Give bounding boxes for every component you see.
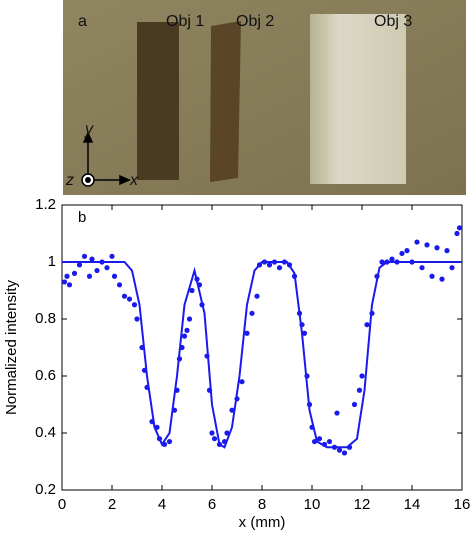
data-point: [111, 273, 118, 279]
data-point: [76, 262, 83, 268]
data-point: [429, 273, 435, 279]
data-point: [351, 401, 358, 408]
x-tick-label: 8: [258, 496, 266, 513]
data-point: [434, 245, 440, 251]
data-point: [424, 242, 430, 248]
data-point: [186, 316, 193, 322]
object-1: [137, 22, 179, 180]
data-point: [86, 273, 93, 279]
x-tick-label: 16: [454, 496, 471, 513]
x-tick-label: 0: [58, 496, 66, 513]
axis-indicator-label: y: [84, 121, 94, 138]
data-point: [61, 279, 68, 285]
x-tick-label: 14: [404, 496, 421, 513]
data-point: [449, 265, 455, 271]
y-tick-label: 0.4: [35, 424, 56, 441]
data-point: [249, 310, 255, 316]
y-axis-label: Normalized intensity: [3, 279, 20, 415]
data-point: [356, 387, 363, 393]
data-point: [121, 293, 128, 299]
data-point: [134, 316, 140, 322]
data-point: [439, 276, 445, 282]
object-3: [310, 14, 406, 184]
plot: 0.2 0.4 0.6 0.8 1 1.2 0 2 4 6 8 10 12 14 16 x (mm) Norma…: [3, 196, 470, 531]
data-point: [64, 273, 70, 279]
data-point: [336, 447, 343, 453]
data-point: [239, 379, 245, 385]
data-point: [116, 282, 123, 288]
y-tick-label: 1: [48, 253, 56, 270]
object-2: [210, 21, 241, 182]
data-point: [104, 265, 110, 271]
object-label: Obj 3: [374, 13, 412, 30]
data-point: [81, 253, 88, 259]
data-point: [316, 436, 323, 442]
data-point: [301, 330, 308, 336]
data-point: [181, 333, 188, 339]
data-point: [209, 430, 215, 436]
y-tick-label: 0.8: [35, 310, 56, 327]
data-point: [254, 293, 260, 299]
data-point: [326, 438, 333, 445]
data-point: [359, 373, 365, 379]
data-point: [389, 256, 395, 262]
data-point: [334, 410, 340, 416]
x-tick-label: 4: [158, 496, 166, 513]
data-point: [266, 262, 273, 268]
data-point: [71, 270, 78, 276]
axis-indicator-label: z: [65, 172, 74, 189]
object-label: Obj 1: [166, 13, 204, 30]
data-point: [444, 248, 450, 254]
data-point: [341, 450, 348, 456]
data-point: [454, 230, 460, 237]
panel-label: b: [78, 209, 86, 226]
x-tick-label: 2: [108, 496, 116, 513]
x-tick-label: 12: [354, 496, 371, 513]
panel-label: a: [78, 13, 87, 30]
y-tick-label: 1.2: [35, 196, 56, 213]
x-tick-label: 10: [304, 496, 321, 513]
data-point: [224, 430, 230, 436]
x-axis-label: x (mm): [239, 514, 286, 531]
x-tick-label: 6: [208, 496, 216, 513]
data-point: [89, 256, 95, 262]
data-point: [244, 330, 250, 336]
data-point: [399, 250, 405, 257]
data-point: [364, 322, 370, 328]
data-point: [414, 239, 420, 245]
data-point: [211, 436, 218, 442]
data-point: [419, 265, 425, 271]
y-tick-label: 0.2: [35, 481, 56, 498]
data-point: [66, 282, 73, 288]
data-point: [166, 438, 173, 445]
data-point: [131, 302, 138, 308]
photo-panel: a Obj 1 Obj 2 Obj 3 y z x: [63, 0, 466, 195]
axis-indicator-label: x: [129, 172, 139, 189]
object-label: Obj 2: [236, 13, 274, 30]
data-point: [109, 253, 115, 259]
data-point: [379, 259, 385, 265]
data-point: [126, 296, 133, 302]
data-point: [184, 327, 190, 333]
data-point: [94, 267, 100, 274]
y-tick-label: 0.6: [35, 367, 56, 384]
axes-indicator: [81, 131, 131, 187]
plot-area: [61, 204, 463, 491]
fit-line: [62, 261, 462, 449]
data-point: [456, 225, 463, 231]
data-point: [276, 265, 283, 271]
data-point: [404, 248, 410, 254]
data-point: [189, 287, 195, 294]
